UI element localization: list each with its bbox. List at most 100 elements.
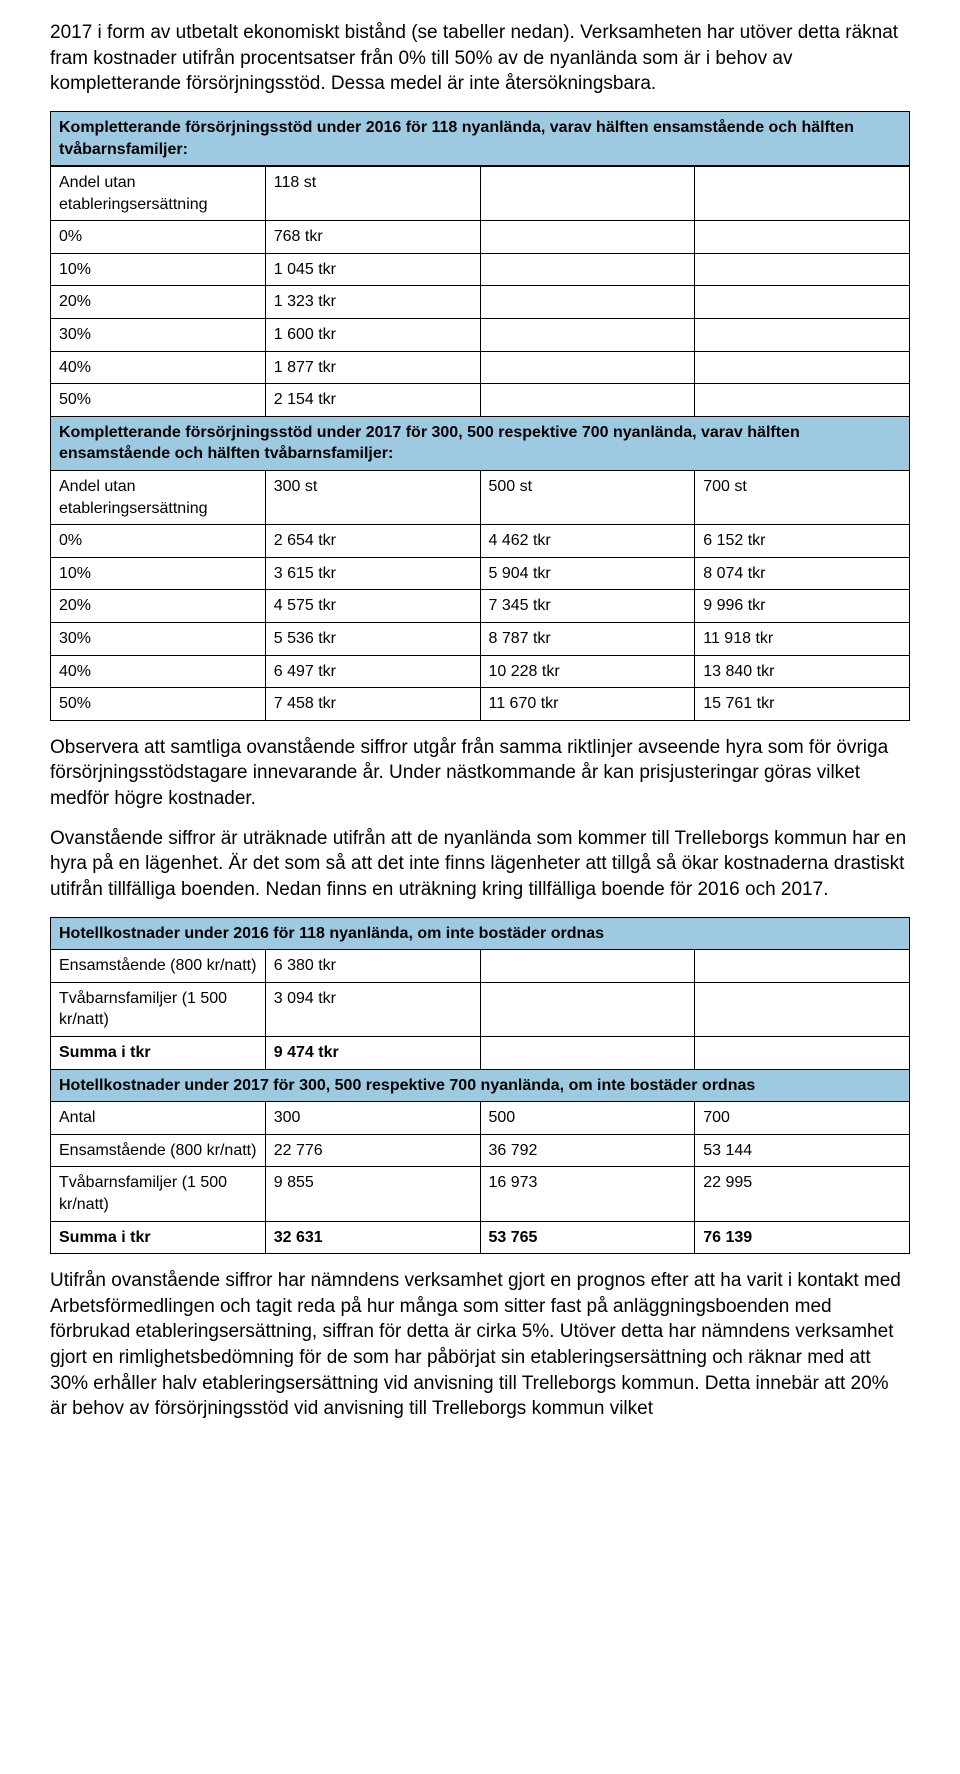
cell (695, 1037, 910, 1070)
cell: 300 st (265, 471, 480, 525)
table-row-sum: Summa i tkr 32 631 53 765 76 139 (51, 1221, 910, 1254)
table-row: Antal 300 500 700 (51, 1102, 910, 1135)
cell: 0% (51, 221, 266, 254)
cell: 20% (51, 590, 266, 623)
table-row: 20% 1 323 tkr (51, 286, 910, 319)
cell (480, 319, 695, 352)
cell: 6 152 tkr (695, 525, 910, 558)
table3-header1: Hotellkostnader under 2016 för 118 nyanl… (51, 917, 910, 950)
cell: Summa i tkr (51, 1037, 266, 1070)
cell (695, 950, 910, 983)
cell: 50% (51, 384, 266, 417)
cell: 500 (480, 1102, 695, 1135)
outro-paragraph-1: Utifrån ovanstående siffror har nämndens… (50, 1268, 910, 1422)
cell: 8 787 tkr (480, 623, 695, 656)
table-row: 40% 6 497 tkr 10 228 tkr 13 840 tkr (51, 655, 910, 688)
cell: 4 575 tkr (265, 590, 480, 623)
cell (480, 384, 695, 417)
cell: Summa i tkr (51, 1221, 266, 1254)
cell: 32 631 (265, 1221, 480, 1254)
cell: 1 323 tkr (265, 286, 480, 319)
cell: 9 474 tkr (265, 1037, 480, 1070)
cell: 1 045 tkr (265, 253, 480, 286)
table-row: 10% 3 615 tkr 5 904 tkr 8 074 tkr (51, 557, 910, 590)
cell: 7 458 tkr (265, 688, 480, 721)
table-row: 40% 1 877 tkr (51, 351, 910, 384)
cell: 500 st (480, 471, 695, 525)
cell: 5 536 tkr (265, 623, 480, 656)
cell: Tvåbarnsfamiljer (1 500 kr/natt) (51, 1167, 266, 1221)
cell (480, 166, 695, 221)
cell: 1 877 tkr (265, 351, 480, 384)
cell: 700 st (695, 471, 910, 525)
table-row: 50% 2 154 tkr (51, 384, 910, 417)
table3-header2: Hotellkostnader under 2017 för 300, 500 … (51, 1069, 910, 1102)
hotel-costs-table: Hotellkostnader under 2016 för 118 nyanl… (50, 917, 910, 1255)
cell: Ensamstående (800 kr/natt) (51, 950, 266, 983)
table-row: Tvåbarnsfamiljer (1 500 kr/natt) 9 855 1… (51, 1167, 910, 1221)
cell: 40% (51, 655, 266, 688)
supplementary-support-table: Kompletterande försörjningsstöd under 20… (50, 111, 910, 721)
cell: 13 840 tkr (695, 655, 910, 688)
cell: 53 765 (480, 1221, 695, 1254)
cell: 6 380 tkr (265, 950, 480, 983)
table-row: 10% 1 045 tkr (51, 253, 910, 286)
cell: 9 996 tkr (695, 590, 910, 623)
table-row: Andel utan etableringsersättning 118 st (51, 166, 910, 221)
table-row: Ensamstående (800 kr/natt) 22 776 36 792… (51, 1134, 910, 1167)
cell: 10% (51, 557, 266, 590)
cell (480, 982, 695, 1036)
table1-header: Kompletterande försörjningsstöd under 20… (51, 111, 910, 166)
table-row: 30% 1 600 tkr (51, 319, 910, 352)
table-row: 30% 5 536 tkr 8 787 tkr 11 918 tkr (51, 623, 910, 656)
cell: 40% (51, 351, 266, 384)
table-row-sum: Summa i tkr 9 474 tkr (51, 1037, 910, 1070)
cell (695, 384, 910, 417)
cell: 6 497 tkr (265, 655, 480, 688)
cell: 4 462 tkr (480, 525, 695, 558)
cell (480, 253, 695, 286)
table3-header1-row: Hotellkostnader under 2016 för 118 nyanl… (51, 917, 910, 950)
cell (480, 221, 695, 254)
cell (695, 319, 910, 352)
cell: 768 tkr (265, 221, 480, 254)
cell: 15 761 tkr (695, 688, 910, 721)
cell (480, 286, 695, 319)
table2-header-row: Kompletterande försörjningsstöd under 20… (51, 416, 910, 470)
intro-paragraph-1: 2017 i form av utbetalt ekonomiskt bistå… (50, 20, 910, 97)
table3-header2-row: Hotellkostnader under 2017 för 300, 500 … (51, 1069, 910, 1102)
cell (480, 351, 695, 384)
cell: 36 792 (480, 1134, 695, 1167)
cell (695, 351, 910, 384)
table-row: 0% 2 654 tkr 4 462 tkr 6 152 tkr (51, 525, 910, 558)
table-row: 20% 4 575 tkr 7 345 tkr 9 996 tkr (51, 590, 910, 623)
table2-header: Kompletterande försörjningsstöd under 20… (51, 416, 910, 470)
cell: 700 (695, 1102, 910, 1135)
cell: 11 670 tkr (480, 688, 695, 721)
mid-paragraph-1: Observera att samtliga ovanstående siffr… (50, 735, 910, 812)
cell: 1 600 tkr (265, 319, 480, 352)
cell: Andel utan etableringsersättning (51, 471, 266, 525)
cell: 2 154 tkr (265, 384, 480, 417)
cell: Andel utan etableringsersättning (51, 166, 266, 221)
cell: 16 973 (480, 1167, 695, 1221)
cell: 10% (51, 253, 266, 286)
cell: 22 995 (695, 1167, 910, 1221)
table-row: 50% 7 458 tkr 11 670 tkr 15 761 tkr (51, 688, 910, 721)
cell: 3 615 tkr (265, 557, 480, 590)
mid-paragraph-2: Ovanstående siffror är uträknade utifrån… (50, 826, 910, 903)
cell: 9 855 (265, 1167, 480, 1221)
cell (695, 221, 910, 254)
cell: 11 918 tkr (695, 623, 910, 656)
cell (695, 982, 910, 1036)
cell: 5 904 tkr (480, 557, 695, 590)
table-row: 0% 768 tkr (51, 221, 910, 254)
cell: Ensamstående (800 kr/natt) (51, 1134, 266, 1167)
cell: 10 228 tkr (480, 655, 695, 688)
cell: 0% (51, 525, 266, 558)
cell (480, 1037, 695, 1070)
cell: 3 094 tkr (265, 982, 480, 1036)
cell: 22 776 (265, 1134, 480, 1167)
cell: 30% (51, 623, 266, 656)
cell (695, 286, 910, 319)
